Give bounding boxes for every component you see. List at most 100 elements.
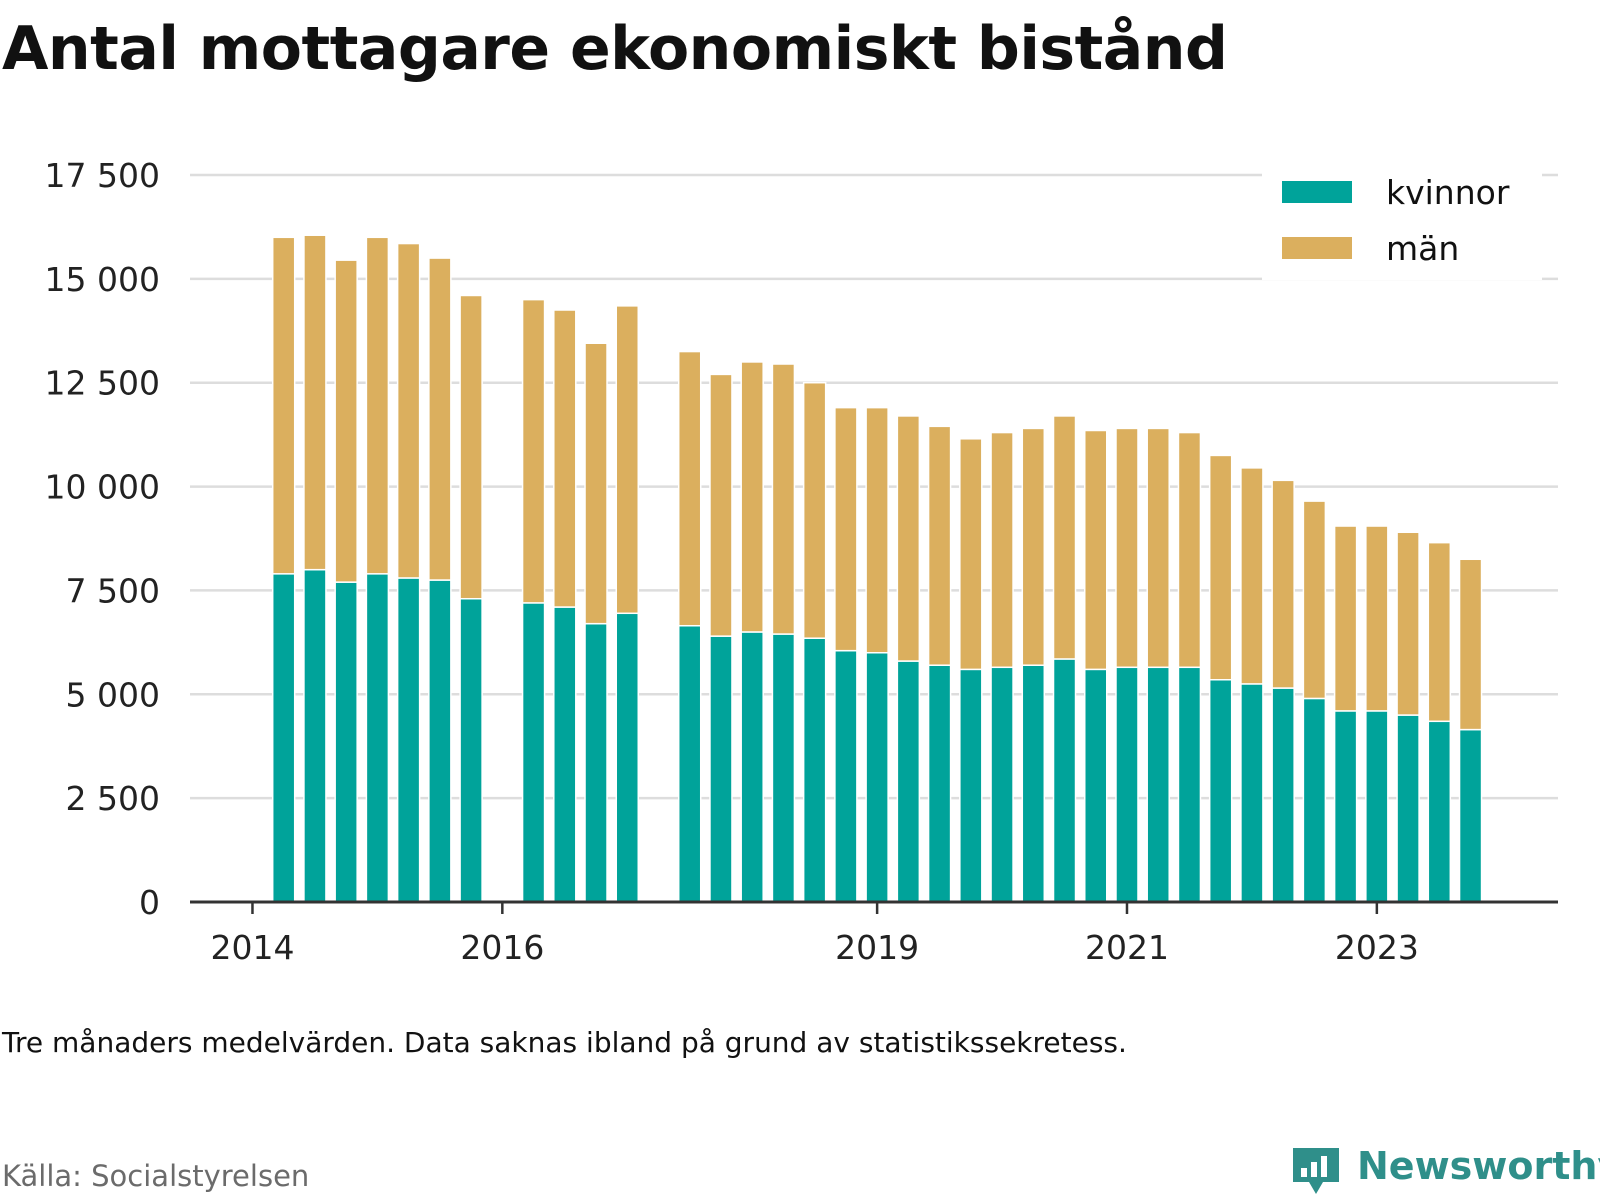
x-tick-label: 2014 xyxy=(210,928,294,967)
bar-segment-man xyxy=(553,309,577,608)
bar-segment-man xyxy=(802,381,827,639)
legend-label-kvinnor: kvinnor xyxy=(1386,173,1510,212)
bar-segment-man xyxy=(1458,558,1483,731)
bar-segment-kvinnor xyxy=(334,581,358,903)
bar-segment-kvinnor xyxy=(553,606,577,903)
bar-segment-kvinnor xyxy=(303,568,327,903)
bar-segment-kvinnor xyxy=(677,624,702,903)
legend: kvinnor män xyxy=(1262,164,1542,280)
bar-segment-man xyxy=(1333,525,1358,712)
bar-segment-kvinnor xyxy=(1052,658,1077,903)
bar-segment-kvinnor xyxy=(990,666,1014,903)
bar-segment-kvinnor xyxy=(428,579,452,903)
y-tick-label: 17 500 xyxy=(45,156,160,195)
bar-segment-man xyxy=(459,294,483,600)
bar-segment-kvinnor xyxy=(1177,666,1202,903)
bar-segment-man xyxy=(959,438,983,671)
bar-segment-man xyxy=(927,425,952,666)
bar-segment-man xyxy=(334,259,358,583)
bar-segment-man xyxy=(428,257,452,581)
bar-segment-man xyxy=(584,342,608,625)
bar-segment-man xyxy=(521,298,546,604)
bar-segment-kvinnor xyxy=(834,649,858,903)
bar-segment-kvinnor xyxy=(1146,666,1170,903)
bar-segment-kvinnor xyxy=(459,597,483,903)
y-tick-label: 15 000 xyxy=(45,260,160,299)
bar-segment-man xyxy=(771,363,796,635)
bar-segment-kvinnor xyxy=(771,633,796,903)
y-tick-label: 10 000 xyxy=(45,468,160,507)
bar-segment-man xyxy=(1396,531,1420,716)
bar-segment-kvinnor xyxy=(709,635,733,903)
bar-segment-man xyxy=(709,373,733,637)
legend-swatch-man xyxy=(1282,237,1352,259)
y-tick-label: 5 000 xyxy=(66,675,160,714)
legend-label-man: män xyxy=(1386,229,1459,268)
bar-segment-man xyxy=(365,236,390,575)
bar-segment-man xyxy=(396,242,421,579)
y-tick-label: 0 xyxy=(139,883,160,922)
bar-segment-kvinnor xyxy=(927,664,952,903)
bar-segment-kvinnor xyxy=(959,668,983,903)
bar-segment-man xyxy=(1365,525,1389,712)
bar-segment-kvinnor xyxy=(1271,687,1295,903)
stacked-bar-chart: 0 2 500 5 000 7 500 10 000 12 500 15 000 17 500… xyxy=(45,156,1558,967)
bar-segment-kvinnor xyxy=(396,577,421,903)
bar-segment-man xyxy=(1146,427,1170,669)
bar-segment-kvinnor xyxy=(1021,664,1046,903)
bar-segment-kvinnor xyxy=(521,602,546,903)
bar-segment-kvinnor xyxy=(1333,710,1358,903)
bar-segment-man xyxy=(271,236,296,575)
y-tick-label: 12 500 xyxy=(45,364,160,403)
axes: 0 2 500 5 000 7 500 10 000 12 500 15 000 17 500… xyxy=(45,156,1558,967)
source-credit: Källa: Socialstyrelsen xyxy=(2,1159,310,1193)
bar-segment-man xyxy=(303,234,327,571)
x-tick-label: 2021 xyxy=(1085,928,1169,967)
bar-segment-kvinnor xyxy=(740,631,764,903)
bar-segment-kvinnor xyxy=(584,622,608,903)
bar-segment-kvinnor xyxy=(1208,678,1233,903)
bar-segment-man xyxy=(615,305,640,615)
bar-segment-man xyxy=(677,350,702,627)
bar-segment-man xyxy=(1271,479,1295,689)
bar-segment-kvinnor xyxy=(1302,697,1327,903)
bar-segment-man xyxy=(740,361,764,633)
bar-segment-man xyxy=(1240,467,1264,685)
bar-segment-kvinnor xyxy=(1427,720,1452,903)
bar-segment-kvinnor xyxy=(1396,714,1420,903)
bars xyxy=(271,234,1483,903)
bar-segment-kvinnor xyxy=(1458,728,1483,903)
x-tick-label: 2023 xyxy=(1335,928,1419,967)
newsworthy-logo[interactable]: Newsworthy xyxy=(1289,1144,1600,1200)
bar-segment-kvinnor xyxy=(1365,710,1389,903)
bar-segment-kvinnor xyxy=(896,660,921,903)
bar-segment-man xyxy=(990,431,1014,669)
bar-segment-man xyxy=(1177,431,1202,669)
bar-segment-man xyxy=(1208,454,1233,681)
bar-segment-man xyxy=(896,415,921,662)
chart-title: Antal mottagare ekonomiskt bistånd xyxy=(2,14,1228,84)
chart-note: Tre månaders medelvärden. Data saknas ib… xyxy=(2,1026,1127,1059)
bar-segment-man xyxy=(834,406,858,652)
bar-segment-kvinnor xyxy=(615,612,640,903)
bar-segment-man xyxy=(865,406,889,654)
x-tick-label: 2019 xyxy=(835,928,919,967)
x-tick-label: 2016 xyxy=(460,928,544,967)
bar-segment-man xyxy=(1115,427,1139,669)
legend-swatch-kvinnor xyxy=(1282,181,1352,203)
bar-segment-kvinnor xyxy=(1240,683,1264,903)
bar-segment-kvinnor xyxy=(271,573,296,903)
bar-segment-kvinnor xyxy=(802,637,827,903)
bar-segment-kvinnor xyxy=(865,651,889,903)
bar-segment-man xyxy=(1302,500,1327,700)
bar-segment-man xyxy=(1021,427,1046,666)
bar-segment-kvinnor xyxy=(1084,668,1108,903)
brand-name: Newsworthy xyxy=(1357,1144,1600,1188)
bar-segment-man xyxy=(1084,429,1108,671)
bar-segment-kvinnor xyxy=(365,573,390,903)
y-tick-label: 7 500 xyxy=(66,571,160,610)
bar-segment-kvinnor xyxy=(1115,666,1139,903)
bar-segment-man xyxy=(1052,415,1077,660)
bar-segment-man xyxy=(1427,541,1452,723)
newsworthy-logo-icon xyxy=(1293,1148,1339,1194)
